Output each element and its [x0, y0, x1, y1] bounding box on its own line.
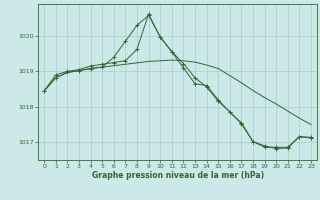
X-axis label: Graphe pression niveau de la mer (hPa): Graphe pression niveau de la mer (hPa): [92, 171, 264, 180]
